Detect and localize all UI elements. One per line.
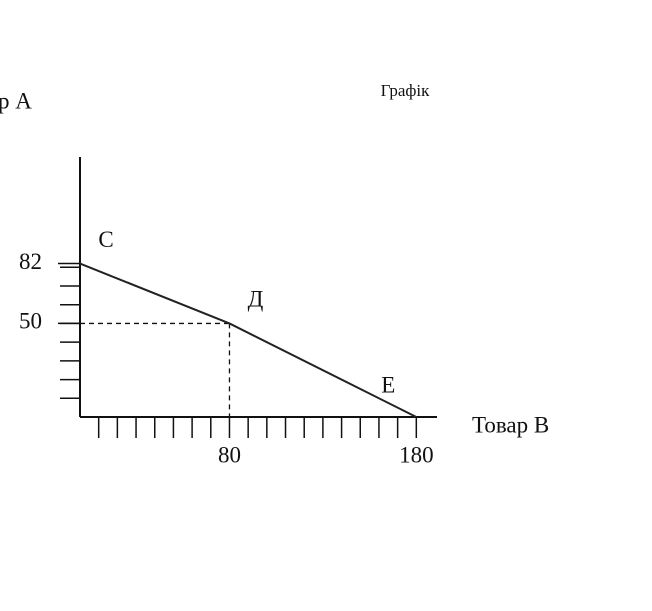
x-tick-label: 180	[399, 442, 434, 467]
y-axis-label: р А	[0, 88, 32, 113]
x-axis-label: Товар В	[472, 412, 549, 437]
x-tick-label: 80	[218, 442, 241, 467]
y-tick-label: 50	[19, 309, 42, 334]
line	[79, 262, 417, 418]
point-label: С	[98, 227, 113, 252]
point-label: Е	[381, 372, 395, 397]
y-tick-label: 82	[19, 249, 42, 274]
point-label: Д	[248, 287, 264, 312]
chart-title: Графік	[381, 81, 431, 100]
